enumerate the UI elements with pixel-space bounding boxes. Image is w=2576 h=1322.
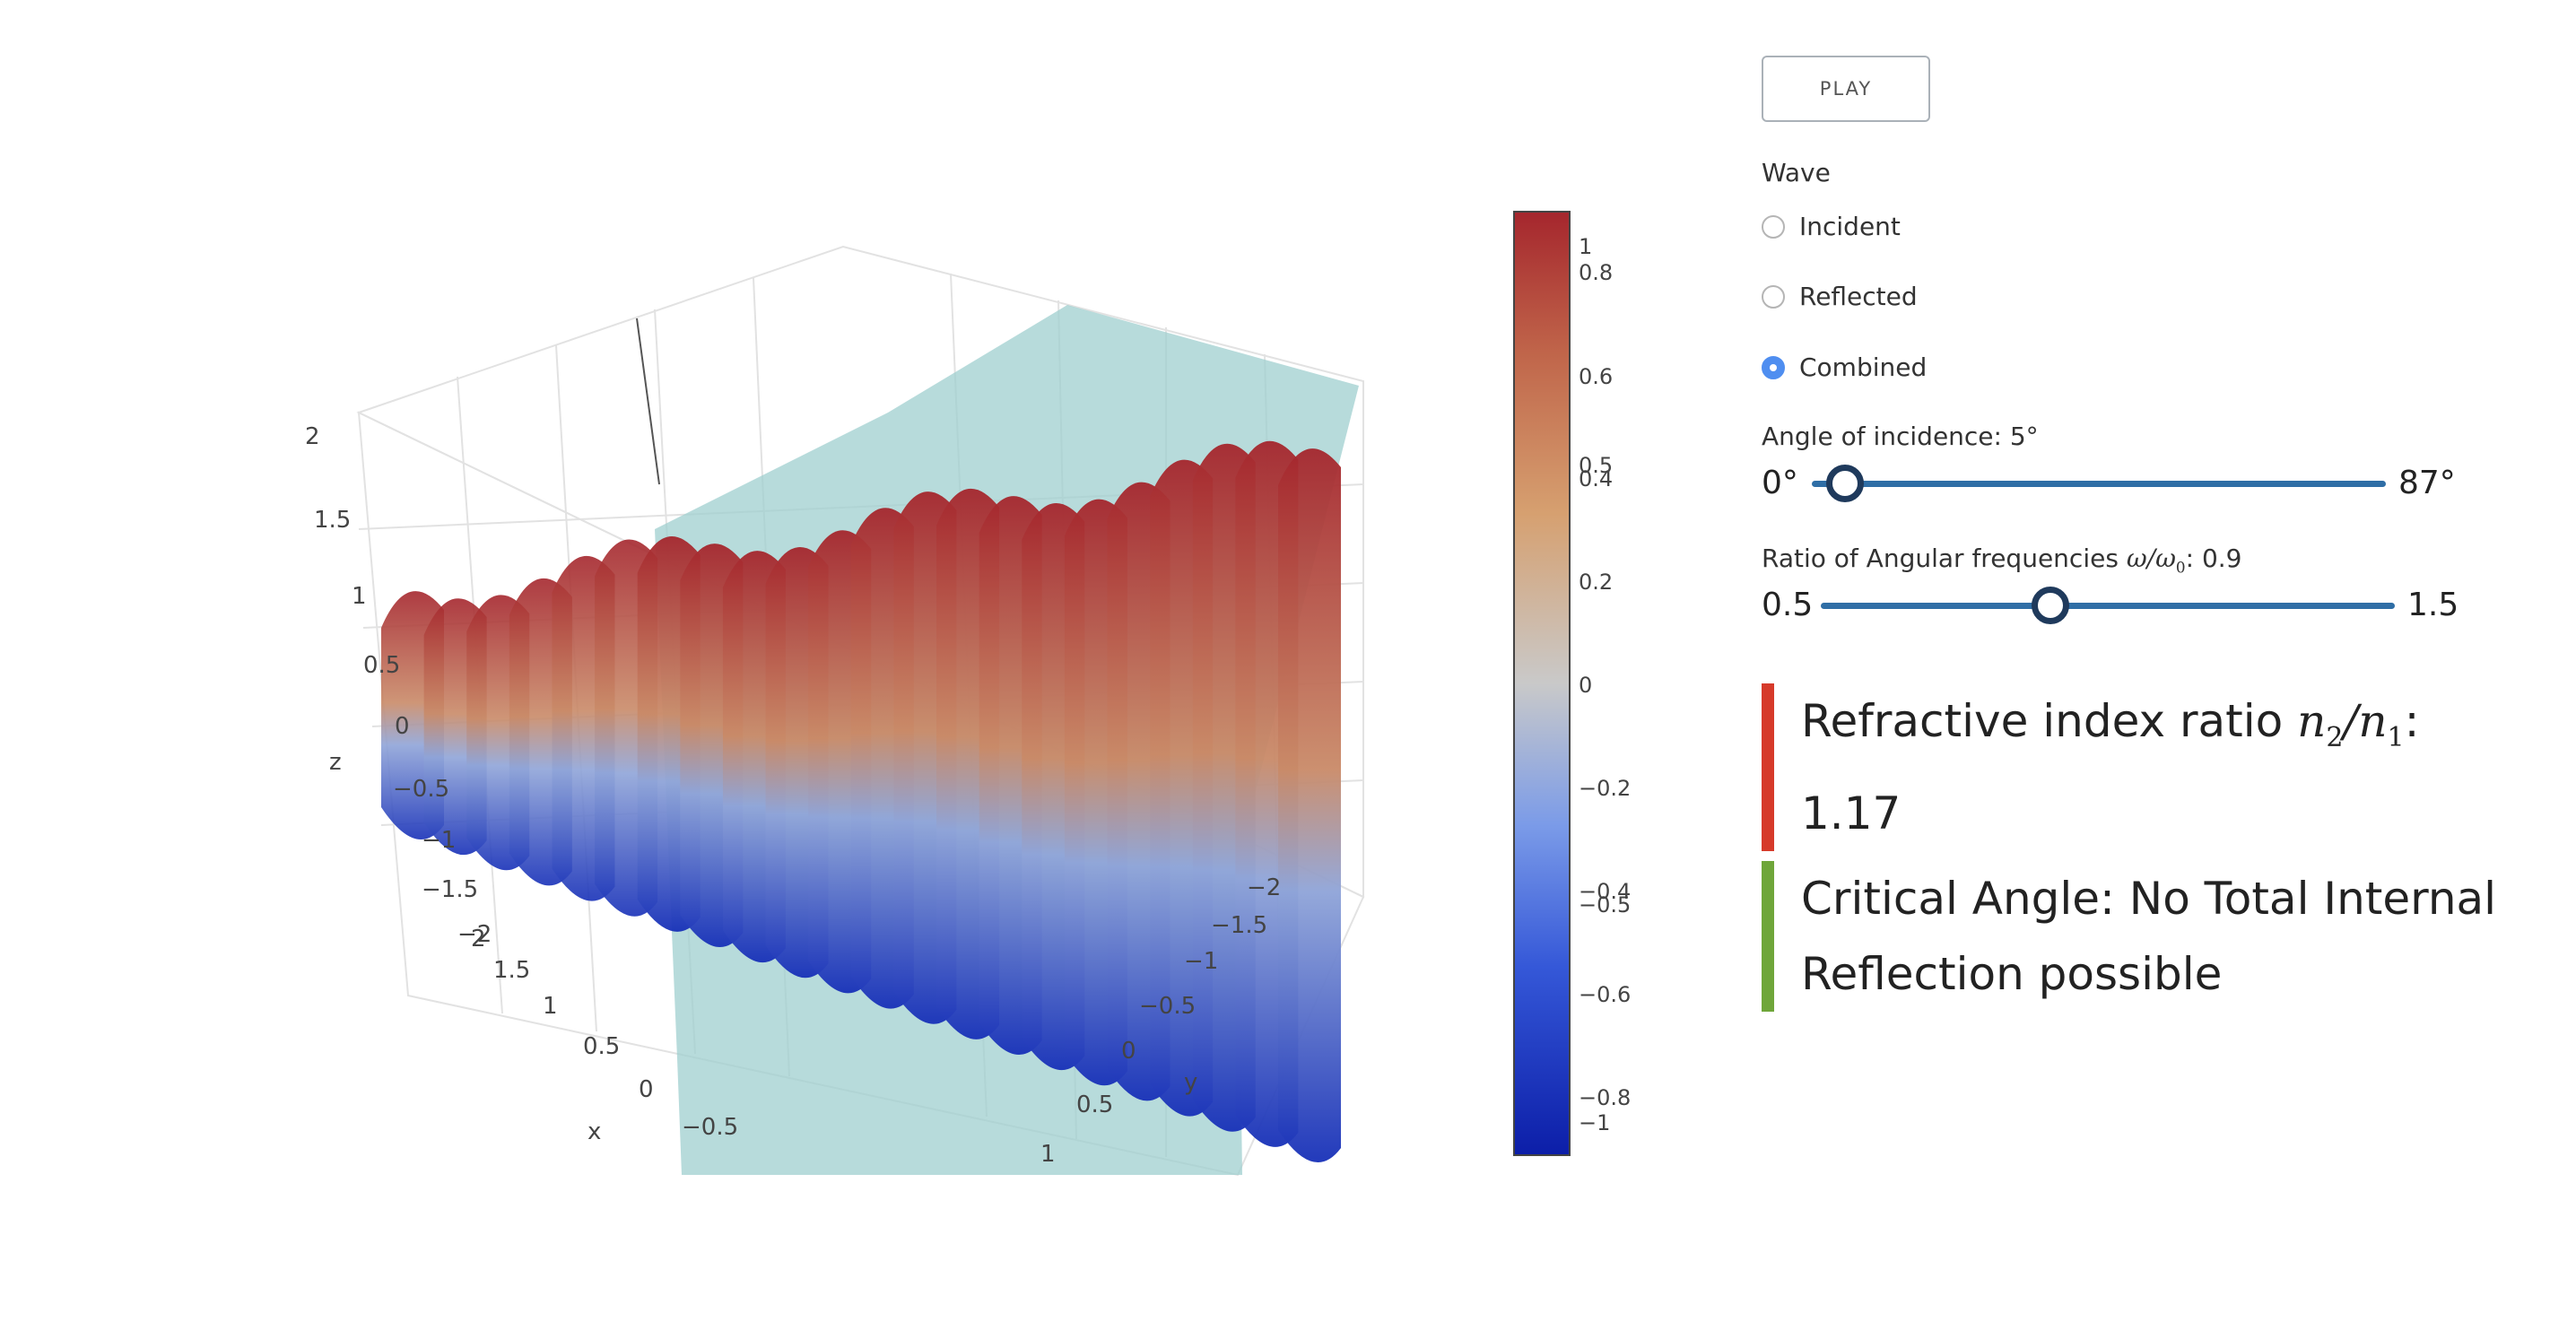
- colorbar-tick: −0.8: [1579, 1085, 1631, 1110]
- angle-slider-track[interactable]: [1812, 481, 2386, 487]
- z-tick: 2: [305, 423, 320, 450]
- colorbar: [1513, 211, 1571, 1156]
- radio-label: Incident: [1799, 212, 1901, 241]
- n1-sub: 1: [2387, 722, 2405, 753]
- ratio-max-label: 1.5: [2407, 587, 2459, 623]
- radio-incident[interactable]: Incident: [1762, 212, 1901, 241]
- x-axis-ticks: 2 1.5 1 0.5 0 −0.5 x: [471, 926, 738, 1145]
- angle-slider-label: Angle of incidence: 5°: [1762, 422, 2039, 451]
- radio-label: Reflected: [1799, 282, 1918, 311]
- x-tick: 1: [543, 993, 558, 1020]
- radio-circle-icon[interactable]: [1762, 214, 1785, 239]
- wave-label: Wave: [1762, 158, 1831, 187]
- colorbar-tick: 0.6: [1579, 364, 1613, 389]
- z-tick: 1.5: [314, 507, 351, 534]
- radio-combined[interactable]: Combined: [1762, 352, 1927, 382]
- angle-max-label: 87°: [2398, 465, 2456, 501]
- critical-angle-box: Critical Angle: No Total Internal Reflec…: [1762, 861, 2515, 1012]
- x-tick: −0.5: [682, 1114, 738, 1141]
- ratio-value: : 0.9: [2185, 544, 2242, 573]
- colorbar-tick: 1: [1579, 234, 1592, 259]
- colorbar-tick: 0: [1579, 673, 1592, 698]
- ratio-slider-track[interactable]: [1821, 603, 2395, 609]
- omega-sub: 0: [2175, 558, 2186, 577]
- z-tick: 1: [352, 583, 367, 610]
- y-tick: 0: [1121, 1038, 1136, 1065]
- 3d-plot[interactable]: 2 1.5 1 0.5 0 −0.5 −1 −1.5 −2 z 2 1.5 1 …: [0, 0, 1704, 1322]
- colorbar-tick: −0.4: [1579, 879, 1631, 904]
- critical-text: Critical Angle: No Total Internal Reflec…: [1801, 873, 2497, 1000]
- wave-sheet: [1278, 448, 1341, 1162]
- z-tick: −1: [422, 827, 456, 854]
- radio-circle-checked-icon[interactable]: [1762, 355, 1785, 379]
- z-tick: 0.5: [363, 652, 400, 679]
- play-button[interactable]: PLAY: [1762, 56, 1930, 122]
- colorbar-tick: −0.6: [1579, 982, 1631, 1007]
- colorbar-ticks: 1 0.8 0.6 0.5 0.4 0.2 0 −0.2 −0.4 −0.5 −…: [1579, 234, 1631, 1135]
- z-tick: −1.5: [422, 876, 478, 903]
- radio-circle-icon[interactable]: [1762, 284, 1785, 309]
- x-tick: 0: [639, 1076, 654, 1103]
- refractive-text: Refractive index ratio n2/n1: 1.17: [1774, 683, 2419, 851]
- omega-text: ω/ω: [2126, 544, 2176, 573]
- n2-text: n: [2297, 695, 2327, 747]
- z-tick: −2: [457, 921, 492, 948]
- colorbar-tick: 0.8: [1579, 260, 1613, 285]
- z-tick: 0: [395, 713, 410, 740]
- colorbar-tick: 0.2: [1579, 570, 1613, 595]
- colorbar-tick: 0.5: [1579, 453, 1613, 478]
- colorbar-tick: −1: [1579, 1110, 1610, 1135]
- refractive-bar: [1762, 683, 1774, 851]
- angle-min-label: 0°: [1762, 465, 1798, 501]
- ratio-slider-handle[interactable]: [2032, 587, 2069, 624]
- n1-text: n: [2358, 695, 2388, 747]
- y-tick: 1: [1040, 1141, 1056, 1168]
- y-axis-ticks: −2 −1.5 −1 −0.5 0 0.5 1 y: [1040, 874, 1281, 1168]
- z-axis-label: z: [329, 749, 342, 776]
- omega-math: ω/ω0: [2126, 544, 2186, 577]
- y-tick: −1: [1184, 948, 1218, 975]
- plot-svg[interactable]: 2 1.5 1 0.5 0 −0.5 −1 −1.5 −2 z 2 1.5 1 …: [0, 0, 1704, 1322]
- radio-reflected[interactable]: Reflected: [1762, 282, 1918, 311]
- refractive-value: 1.17: [1801, 787, 1902, 839]
- z-axis-ticks: 2 1.5 1 0.5 0 −0.5 −1 −1.5 −2 z: [305, 423, 492, 948]
- refractive-index-box: Refractive index ratio n2/n1: 1.17: [1762, 683, 2515, 851]
- z-axis-line: [636, 317, 660, 485]
- wave-surface: [381, 440, 1341, 1162]
- z-tick: −0.5: [393, 776, 449, 803]
- n2-sub: 2: [2326, 722, 2344, 753]
- y-tick: 0.5: [1076, 1092, 1113, 1118]
- x-tick: 2: [471, 926, 486, 952]
- radio-label: Combined: [1799, 352, 1928, 382]
- y-tick: −0.5: [1139, 993, 1196, 1020]
- colon-text: :: [2404, 695, 2420, 747]
- x-tick: 0.5: [583, 1033, 620, 1060]
- slash-text: /: [2343, 695, 2359, 747]
- colorbar-tick: −0.5: [1579, 892, 1631, 918]
- ratio-slider-label: Ratio of Angular frequencies ω/ω0: 0.9: [1762, 544, 2241, 577]
- y-tick: −1.5: [1211, 912, 1267, 939]
- angle-slider[interactable]: 0° 87°: [1762, 456, 2479, 509]
- colorbar-tick: −0.2: [1579, 776, 1631, 801]
- n-ratio-math: n2/n1: [2297, 695, 2404, 753]
- y-tick: −2: [1247, 874, 1281, 901]
- angle-slider-handle[interactable]: [1825, 465, 1864, 502]
- controls-panel: PLAY Wave Incident Reflected Combined An…: [1749, 0, 2556, 1322]
- colorbar-tick: 0.4: [1579, 466, 1613, 491]
- y-axis-label: y: [1184, 1069, 1197, 1096]
- ratio-slider[interactable]: 0.5 1.5: [1762, 578, 2479, 631]
- x-tick: 1.5: [493, 957, 530, 984]
- ratio-min-label: 0.5: [1762, 587, 1814, 623]
- critical-bar: [1762, 861, 1774, 1012]
- ratio-label-prefix: Ratio of Angular frequencies: [1762, 544, 2119, 573]
- x-axis-label: x: [587, 1118, 601, 1145]
- refractive-prefix: Refractive index ratio: [1801, 695, 2298, 747]
